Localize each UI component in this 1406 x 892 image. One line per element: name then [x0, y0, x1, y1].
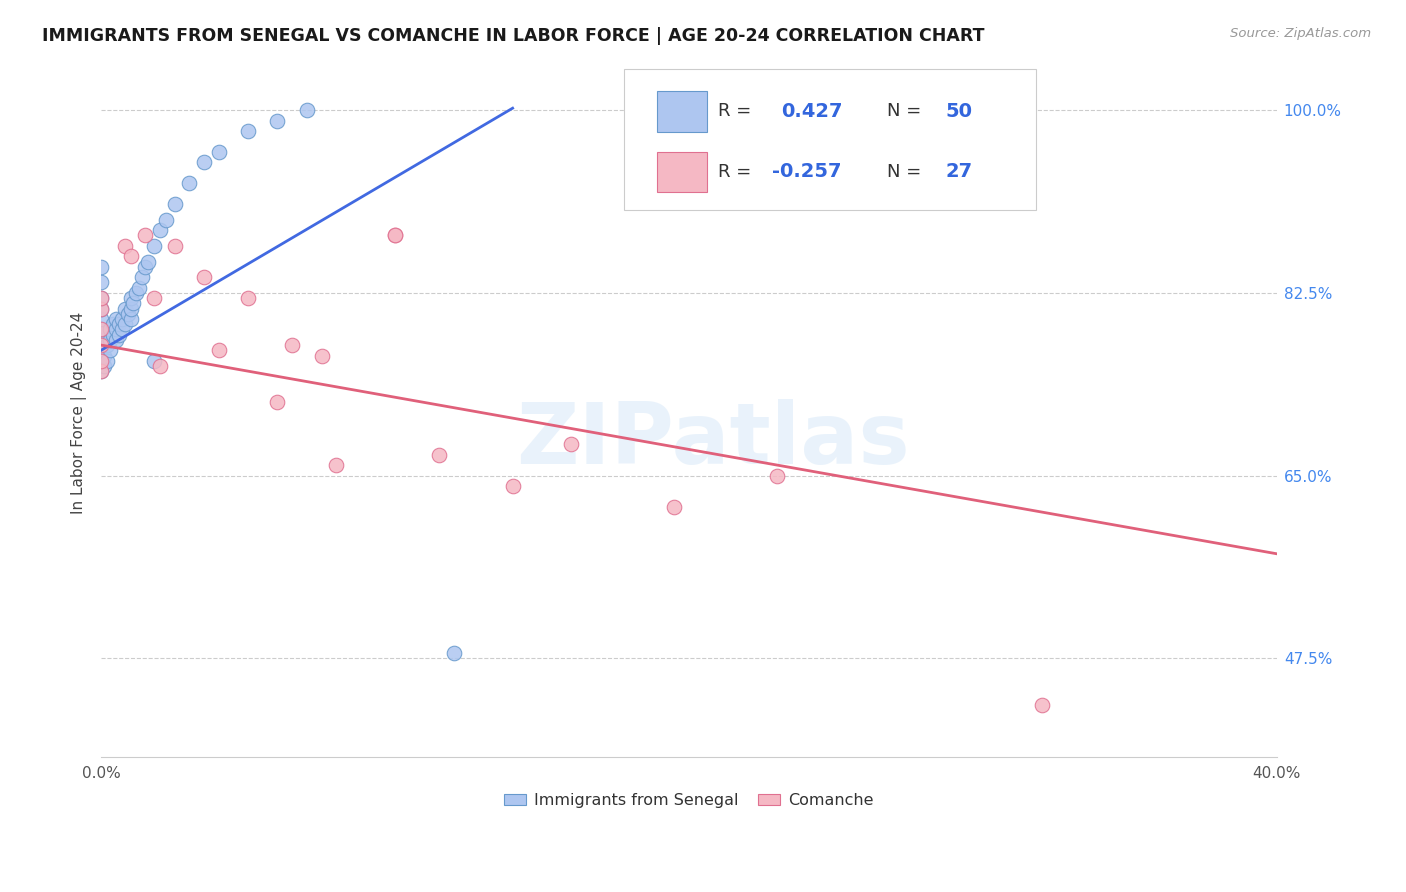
Text: R =: R =	[718, 163, 758, 181]
Point	[96, 353, 118, 368]
Point	[111, 312, 134, 326]
Point	[163, 239, 186, 253]
Y-axis label: In Labor Force | Age 20-24: In Labor Force | Age 20-24	[72, 312, 87, 514]
Point	[208, 145, 231, 159]
Point	[107, 327, 129, 342]
Point	[90, 291, 112, 305]
Point	[143, 239, 166, 253]
Point	[104, 333, 127, 347]
Text: ZIPatlas: ZIPatlas	[516, 399, 910, 482]
Point	[114, 239, 136, 253]
Point	[90, 322, 112, 336]
Point	[560, 437, 582, 451]
Point	[664, 500, 686, 514]
Point	[90, 364, 112, 378]
Point	[311, 349, 333, 363]
Text: 50: 50	[945, 102, 973, 120]
Text: -0.257: -0.257	[772, 162, 842, 181]
Point	[120, 249, 142, 263]
Point	[266, 395, 288, 409]
Point	[149, 223, 172, 237]
FancyBboxPatch shape	[657, 91, 707, 131]
Point	[179, 177, 201, 191]
Text: 0.427: 0.427	[780, 102, 842, 120]
Point	[117, 307, 139, 321]
Point	[98, 343, 121, 358]
Point	[90, 338, 112, 352]
Point	[125, 285, 148, 300]
Point	[111, 322, 134, 336]
Point	[193, 270, 215, 285]
Point	[143, 291, 166, 305]
Point	[502, 479, 524, 493]
Point	[236, 291, 259, 305]
Point	[114, 317, 136, 331]
Point	[101, 327, 124, 342]
Point	[766, 468, 789, 483]
Point	[208, 343, 231, 358]
Point	[163, 197, 186, 211]
Point	[96, 338, 118, 352]
Point	[384, 228, 406, 243]
Point	[325, 458, 347, 472]
Point	[90, 322, 112, 336]
Point	[90, 301, 112, 316]
Point	[90, 353, 112, 368]
Point	[90, 364, 112, 378]
Text: IMMIGRANTS FROM SENEGAL VS COMANCHE IN LABOR FORCE | AGE 20-24 CORRELATION CHART: IMMIGRANTS FROM SENEGAL VS COMANCHE IN L…	[42, 27, 984, 45]
Point	[104, 312, 127, 326]
Point	[281, 338, 304, 352]
Point	[193, 155, 215, 169]
Point	[104, 322, 127, 336]
Point	[90, 353, 112, 368]
Point	[384, 228, 406, 243]
FancyBboxPatch shape	[657, 152, 707, 192]
Point	[134, 260, 156, 274]
Point	[131, 270, 153, 285]
Point	[98, 322, 121, 336]
Point	[120, 291, 142, 305]
Text: Source: ZipAtlas.com: Source: ZipAtlas.com	[1230, 27, 1371, 40]
Point	[90, 338, 112, 352]
Point	[90, 276, 112, 290]
Legend: Immigrants from Senegal, Comanche: Immigrants from Senegal, Comanche	[498, 787, 880, 814]
Text: N =: N =	[887, 163, 927, 181]
Point	[143, 353, 166, 368]
Point	[90, 291, 112, 305]
Point	[93, 349, 115, 363]
Point	[295, 103, 318, 118]
Text: N =: N =	[887, 103, 927, 120]
Point	[93, 359, 115, 373]
Point	[128, 281, 150, 295]
Point	[134, 228, 156, 243]
FancyBboxPatch shape	[624, 69, 1036, 210]
Point	[90, 301, 112, 316]
Point	[155, 212, 177, 227]
Point	[427, 448, 450, 462]
Point	[90, 312, 112, 326]
Point	[114, 301, 136, 316]
Text: R =: R =	[718, 103, 758, 120]
Point	[122, 296, 145, 310]
Point	[443, 646, 465, 660]
Point	[101, 317, 124, 331]
Point	[236, 124, 259, 138]
Point	[120, 301, 142, 316]
Point	[90, 260, 112, 274]
Point	[136, 254, 159, 268]
Point	[90, 333, 112, 347]
Text: 27: 27	[945, 162, 973, 181]
Point	[1031, 698, 1053, 712]
Point	[107, 317, 129, 331]
Point	[120, 312, 142, 326]
Point	[149, 359, 172, 373]
Point	[266, 113, 288, 128]
Point	[98, 333, 121, 347]
